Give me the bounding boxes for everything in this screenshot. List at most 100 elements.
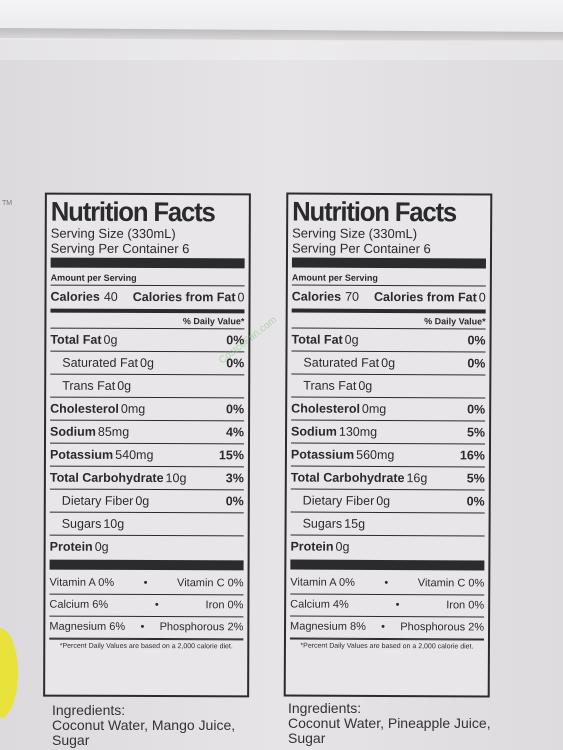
ingredients-text-2: Sugar bbox=[288, 730, 326, 746]
calories-fat-cell: Calories from Fat 0 bbox=[374, 286, 486, 309]
nutrient-name: Protein bbox=[290, 539, 334, 554]
nutrient-cell: Sugars 10g bbox=[62, 513, 125, 535]
nutrient-name: Total Fat bbox=[50, 332, 102, 347]
calories-fat-label: Calories from Fat bbox=[132, 289, 236, 305]
bullet-icon: • bbox=[381, 620, 386, 633]
nutrient-row: Saturated Fat 0g 0% bbox=[50, 352, 244, 375]
amount-per-serving: Amount per Serving bbox=[50, 272, 137, 283]
nutrient-row: Sugars 10g bbox=[50, 513, 244, 536]
thick-rule bbox=[291, 257, 486, 269]
nutrient-name: Dietary Fiber bbox=[302, 493, 375, 508]
nutrient-row: Protein 0g bbox=[290, 535, 484, 558]
nutrient-row: Sodium 85mg 4% bbox=[50, 421, 244, 444]
nutrient-daily-value: 0% bbox=[467, 402, 486, 417]
nutrient-cell: Protein 0g bbox=[50, 536, 109, 558]
serving-size: Serving Size (330mL) bbox=[50, 225, 176, 242]
nutrient-cell: Saturated Fat 0g bbox=[62, 352, 154, 374]
nutrient-amount: 0g bbox=[103, 332, 118, 347]
nutrient-name: Dietary Fiber bbox=[61, 493, 134, 508]
ingredients-title: Ingredients: bbox=[288, 700, 362, 716]
vitamin-right: Phosphorous 2% bbox=[400, 621, 485, 634]
bullet-icon: • bbox=[143, 576, 148, 590]
nutrient-daily-value: 0% bbox=[467, 333, 486, 348]
vitamin-row: Magnesium 6% • Phosphorous 2% bbox=[49, 617, 243, 639]
nutrient-row: Dietary Fiber 0g 0% bbox=[50, 490, 244, 513]
nutrient-amount: 0mg bbox=[120, 401, 146, 416]
nutrient-cell: Potassium 560mg bbox=[291, 443, 395, 466]
serving-size: Serving Size (330mL) bbox=[292, 225, 418, 242]
calories-fat-value: 0 bbox=[478, 290, 486, 305]
nutrient-name: Total Carbohydrate bbox=[49, 470, 164, 486]
nutrient-cell: Trans Fat 0g bbox=[303, 375, 372, 397]
nutrient-amount: 0g bbox=[344, 332, 359, 347]
calories-value: 40 bbox=[103, 289, 118, 304]
vitamin-right: Vitamin C 0% bbox=[177, 577, 244, 590]
nutrient-name: Potassium bbox=[49, 447, 114, 462]
calories-cell: Calories 70 bbox=[292, 285, 359, 307]
nutrient-daily-value: 5% bbox=[466, 471, 485, 486]
vitamin-left: Magnesium 6% bbox=[49, 620, 126, 633]
calories-fat-value: 0 bbox=[237, 290, 245, 305]
nutrient-amount: 85mg bbox=[97, 424, 130, 439]
nutrient-cell: Dietary Fiber 0g bbox=[62, 490, 150, 512]
nutrient-row: Cholesterol 0mg 0% bbox=[291, 397, 485, 420]
vitamin-left: Vitamin A 0% bbox=[49, 576, 115, 589]
vitamin-right: Vitamin C 0% bbox=[417, 577, 485, 590]
nutrient-row: Trans Fat 0g bbox=[50, 375, 244, 398]
nutrient-amount: 0g bbox=[335, 539, 350, 554]
footnote: *Percent Daily Values are based on a 2,0… bbox=[300, 642, 474, 651]
vitamin-right: Phosphorous 2% bbox=[159, 621, 244, 634]
daily-value-header: % Daily Value* bbox=[424, 316, 486, 327]
nutrient-name: Trans Fat bbox=[62, 378, 116, 393]
nutrient-name: Trans Fat bbox=[303, 378, 357, 393]
nutrient-daily-value: 0% bbox=[466, 494, 485, 509]
nutrient-cell: Total Carbohydrate 16g bbox=[291, 466, 428, 489]
nutrient-name: Saturated Fat bbox=[62, 355, 139, 370]
trademark-mark: TM bbox=[2, 200, 13, 207]
nutrient-daily-value: 3% bbox=[225, 471, 244, 486]
nutrient-amount: 0g bbox=[140, 355, 154, 371]
nutrient-cell: Cholesterol 0mg bbox=[291, 397, 386, 419]
vitamin-left: Calcium 4% bbox=[290, 598, 349, 611]
nutrient-cell: Sodium 130mg bbox=[291, 420, 377, 442]
nutrient-amount: 15g bbox=[344, 516, 366, 531]
nutrient-row: Dietary Fiber 0g 0% bbox=[291, 489, 485, 512]
vitamin-row: Calcium 6% • Iron 0% bbox=[49, 595, 243, 617]
nutrient-daily-value: 4% bbox=[225, 425, 245, 440]
vitamin-right: Iron 0% bbox=[446, 599, 485, 612]
nutrient-name: Saturated Fat bbox=[303, 355, 380, 370]
nutrient-row: Total Fat 0g 0% bbox=[50, 329, 244, 352]
nutrient-name: Total Carbohydrate bbox=[290, 470, 405, 486]
nutrient-amount: 560mg bbox=[356, 447, 395, 463]
nutrient-name: Sodium bbox=[50, 424, 96, 439]
nutrient-cell: Cholesterol 0mg bbox=[50, 398, 145, 420]
footnote: *Percent Daily Values are based on a 2,0… bbox=[59, 642, 233, 651]
nutrient-amount: 0g bbox=[117, 378, 132, 393]
vitamin-left: Magnesium 8% bbox=[290, 620, 366, 633]
nutrient-row: Saturated Fat 0g 0% bbox=[291, 351, 485, 374]
packing-tape bbox=[0, 40, 563, 60]
nutrient-amount: 10g bbox=[165, 471, 187, 486]
nutrient-cell: Total Fat 0g bbox=[291, 328, 359, 350]
bullet-icon: • bbox=[384, 576, 389, 590]
nutrient-amount: 130mg bbox=[338, 424, 378, 439]
nutrient-row: Total Carbohydrate 10g 3% bbox=[50, 467, 244, 490]
nutrient-cell: Total Fat 0g bbox=[50, 329, 117, 351]
ingredients-title: Ingredients: bbox=[52, 702, 126, 718]
mango-graphic bbox=[0, 628, 18, 718]
calories-cell: Calories 40 bbox=[50, 286, 117, 308]
amount-per-serving: Amount per Serving bbox=[291, 272, 378, 283]
calories-label: Calories bbox=[291, 289, 342, 304]
nutrient-row: Total Carbohydrate 16g 5% bbox=[291, 466, 485, 489]
vitamin-row: Vitamin A 0% • Vitamin C 0% bbox=[49, 573, 243, 595]
vitamin-row: Vitamin A 0% • Vitamin C 0% bbox=[290, 572, 484, 594]
vitamin-right: Iron 0% bbox=[205, 599, 244, 612]
nutrient-cell: Dietary Fiber 0g bbox=[303, 490, 391, 512]
nutrient-row: Trans Fat 0g bbox=[291, 374, 485, 397]
nutrient-name: Potassium bbox=[290, 447, 355, 462]
bullet-icon: • bbox=[154, 599, 159, 612]
label-title: Nutrition Facts bbox=[292, 196, 457, 228]
nutrient-name: Total Fat bbox=[291, 332, 343, 347]
nutrient-daily-value: 0% bbox=[467, 356, 486, 371]
nutrient-name: Sodium bbox=[291, 424, 337, 439]
